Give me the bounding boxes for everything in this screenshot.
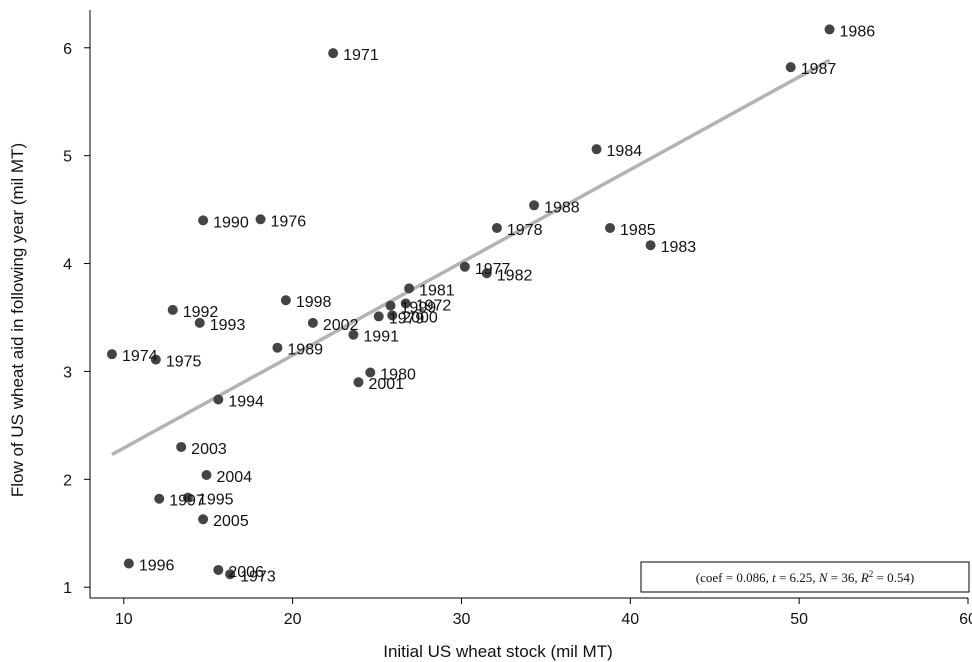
y-tick-label-4: 4 — [63, 257, 72, 274]
point-label-1981: 1981 — [419, 282, 455, 299]
point-1981 — [404, 283, 415, 294]
point-2000 — [387, 310, 398, 321]
point-label-2005: 2005 — [213, 513, 249, 530]
point-2002 — [307, 317, 318, 328]
stats-t: 6.25 — [790, 570, 813, 585]
x-tick-label-60: 60 — [959, 611, 972, 628]
point-label-1977: 1977 — [475, 261, 511, 278]
point-1976 — [255, 214, 266, 225]
point-2005 — [198, 514, 209, 525]
point-label-1976: 1976 — [271, 213, 307, 230]
point-1991 — [348, 329, 359, 340]
point-1993 — [194, 317, 205, 328]
point-1974 — [106, 349, 117, 360]
point-label-1999: 1999 — [401, 300, 437, 317]
point-label-2003: 2003 — [191, 441, 227, 458]
point-label-1983: 1983 — [661, 239, 697, 256]
point-label-1995: 1995 — [198, 492, 234, 509]
point-label-1980: 1980 — [380, 367, 416, 384]
point-2003 — [176, 441, 187, 452]
point-1984 — [591, 144, 602, 155]
point-label-1978: 1978 — [507, 222, 543, 239]
point-1977 — [459, 261, 470, 272]
point-label-1979: 1979 — [389, 310, 425, 327]
point-1997 — [154, 493, 165, 504]
stats-box-border — [640, 561, 970, 593]
point-2001 — [353, 377, 364, 388]
point-1971 — [328, 48, 339, 59]
fit-line-group — [111, 58, 831, 457]
point-1987 — [785, 62, 796, 73]
point-1990 — [198, 215, 209, 226]
point-1992 — [167, 304, 178, 315]
y-tick-label-5: 5 — [63, 149, 72, 166]
x-tick-label-20: 20 — [284, 611, 302, 628]
stats-r2: 0.54 — [887, 570, 910, 585]
point-label-1990: 1990 — [213, 214, 249, 231]
x-tick-label-40: 40 — [621, 611, 639, 628]
stats-box: (coef = 0.086, t = 6.25, N = 36, R2 = 0.… — [640, 561, 970, 593]
point-2004 — [201, 470, 212, 481]
stats-coef: 0.086 — [736, 570, 766, 585]
point-1986 — [824, 24, 835, 35]
point-label-1994: 1994 — [228, 393, 264, 410]
point-label-1998: 1998 — [296, 294, 332, 311]
y-tick-label-2: 2 — [63, 472, 72, 489]
point-1973 — [225, 569, 236, 580]
y-tick-label-3: 3 — [63, 364, 72, 381]
x-tick-label-50: 50 — [790, 611, 808, 628]
y-tick-label-6: 6 — [63, 41, 72, 58]
point-label-1971: 1971 — [343, 47, 379, 64]
point-label-1986: 1986 — [840, 23, 876, 40]
point-label-2002: 2002 — [323, 317, 359, 334]
point-label-1996: 1996 — [139, 557, 175, 574]
y-axis-title: Flow of US wheat aid in following year (… — [8, 143, 27, 497]
point-label-1973: 1973 — [240, 568, 276, 585]
point-1996 — [123, 558, 134, 569]
point-label-2006: 2006 — [228, 564, 264, 581]
point-label-1993: 1993 — [210, 317, 246, 334]
point-label-2001: 2001 — [368, 376, 404, 393]
point-1999 — [385, 300, 396, 311]
y-tick-label-1: 1 — [63, 580, 72, 597]
point-1979 — [373, 311, 384, 322]
point-label-1988: 1988 — [544, 199, 580, 216]
point-label-1984: 1984 — [607, 143, 643, 160]
point-label-1972: 1972 — [416, 297, 452, 314]
point-label-1997: 1997 — [169, 493, 205, 510]
point-label-1991: 1991 — [363, 329, 399, 346]
points-group — [106, 24, 835, 580]
point-label-1992: 1992 — [183, 304, 219, 321]
point-1988 — [529, 200, 540, 211]
point-1994 — [213, 394, 224, 405]
fit-line — [111, 58, 831, 457]
point-1985 — [605, 222, 616, 233]
point-1998 — [280, 295, 291, 306]
point-1983 — [645, 240, 656, 251]
point-label-2004: 2004 — [217, 469, 253, 486]
point-label-1975: 1975 — [166, 354, 202, 371]
point-label-2000: 2000 — [402, 309, 438, 326]
point-2006 — [213, 564, 224, 575]
point-1995 — [182, 492, 193, 503]
point-label-1989: 1989 — [287, 342, 323, 359]
point-label-1974: 1974 — [122, 348, 158, 365]
point-1989 — [272, 342, 283, 353]
axes: 10 20 30 40 50 60 1 2 3 4 5 6 — [63, 10, 972, 628]
x-tick-label-30: 30 — [453, 611, 471, 628]
point-1972 — [400, 298, 411, 309]
point-label-1982: 1982 — [497, 267, 533, 284]
stats-n: 36 — [841, 570, 855, 585]
point-label-1985: 1985 — [620, 222, 656, 239]
stats-text: (coef = 0.086, t = 6.25, N = 36, R2 = 0.… — [696, 569, 914, 585]
point-1978 — [491, 222, 502, 233]
x-tick-label-10: 10 — [115, 611, 133, 628]
point-1982 — [481, 268, 492, 279]
point-1980 — [365, 367, 376, 378]
point-label-1987: 1987 — [801, 61, 837, 78]
point-1975 — [150, 354, 161, 365]
x-axis-title: Initial US wheat stock (mil MT) — [383, 642, 613, 661]
